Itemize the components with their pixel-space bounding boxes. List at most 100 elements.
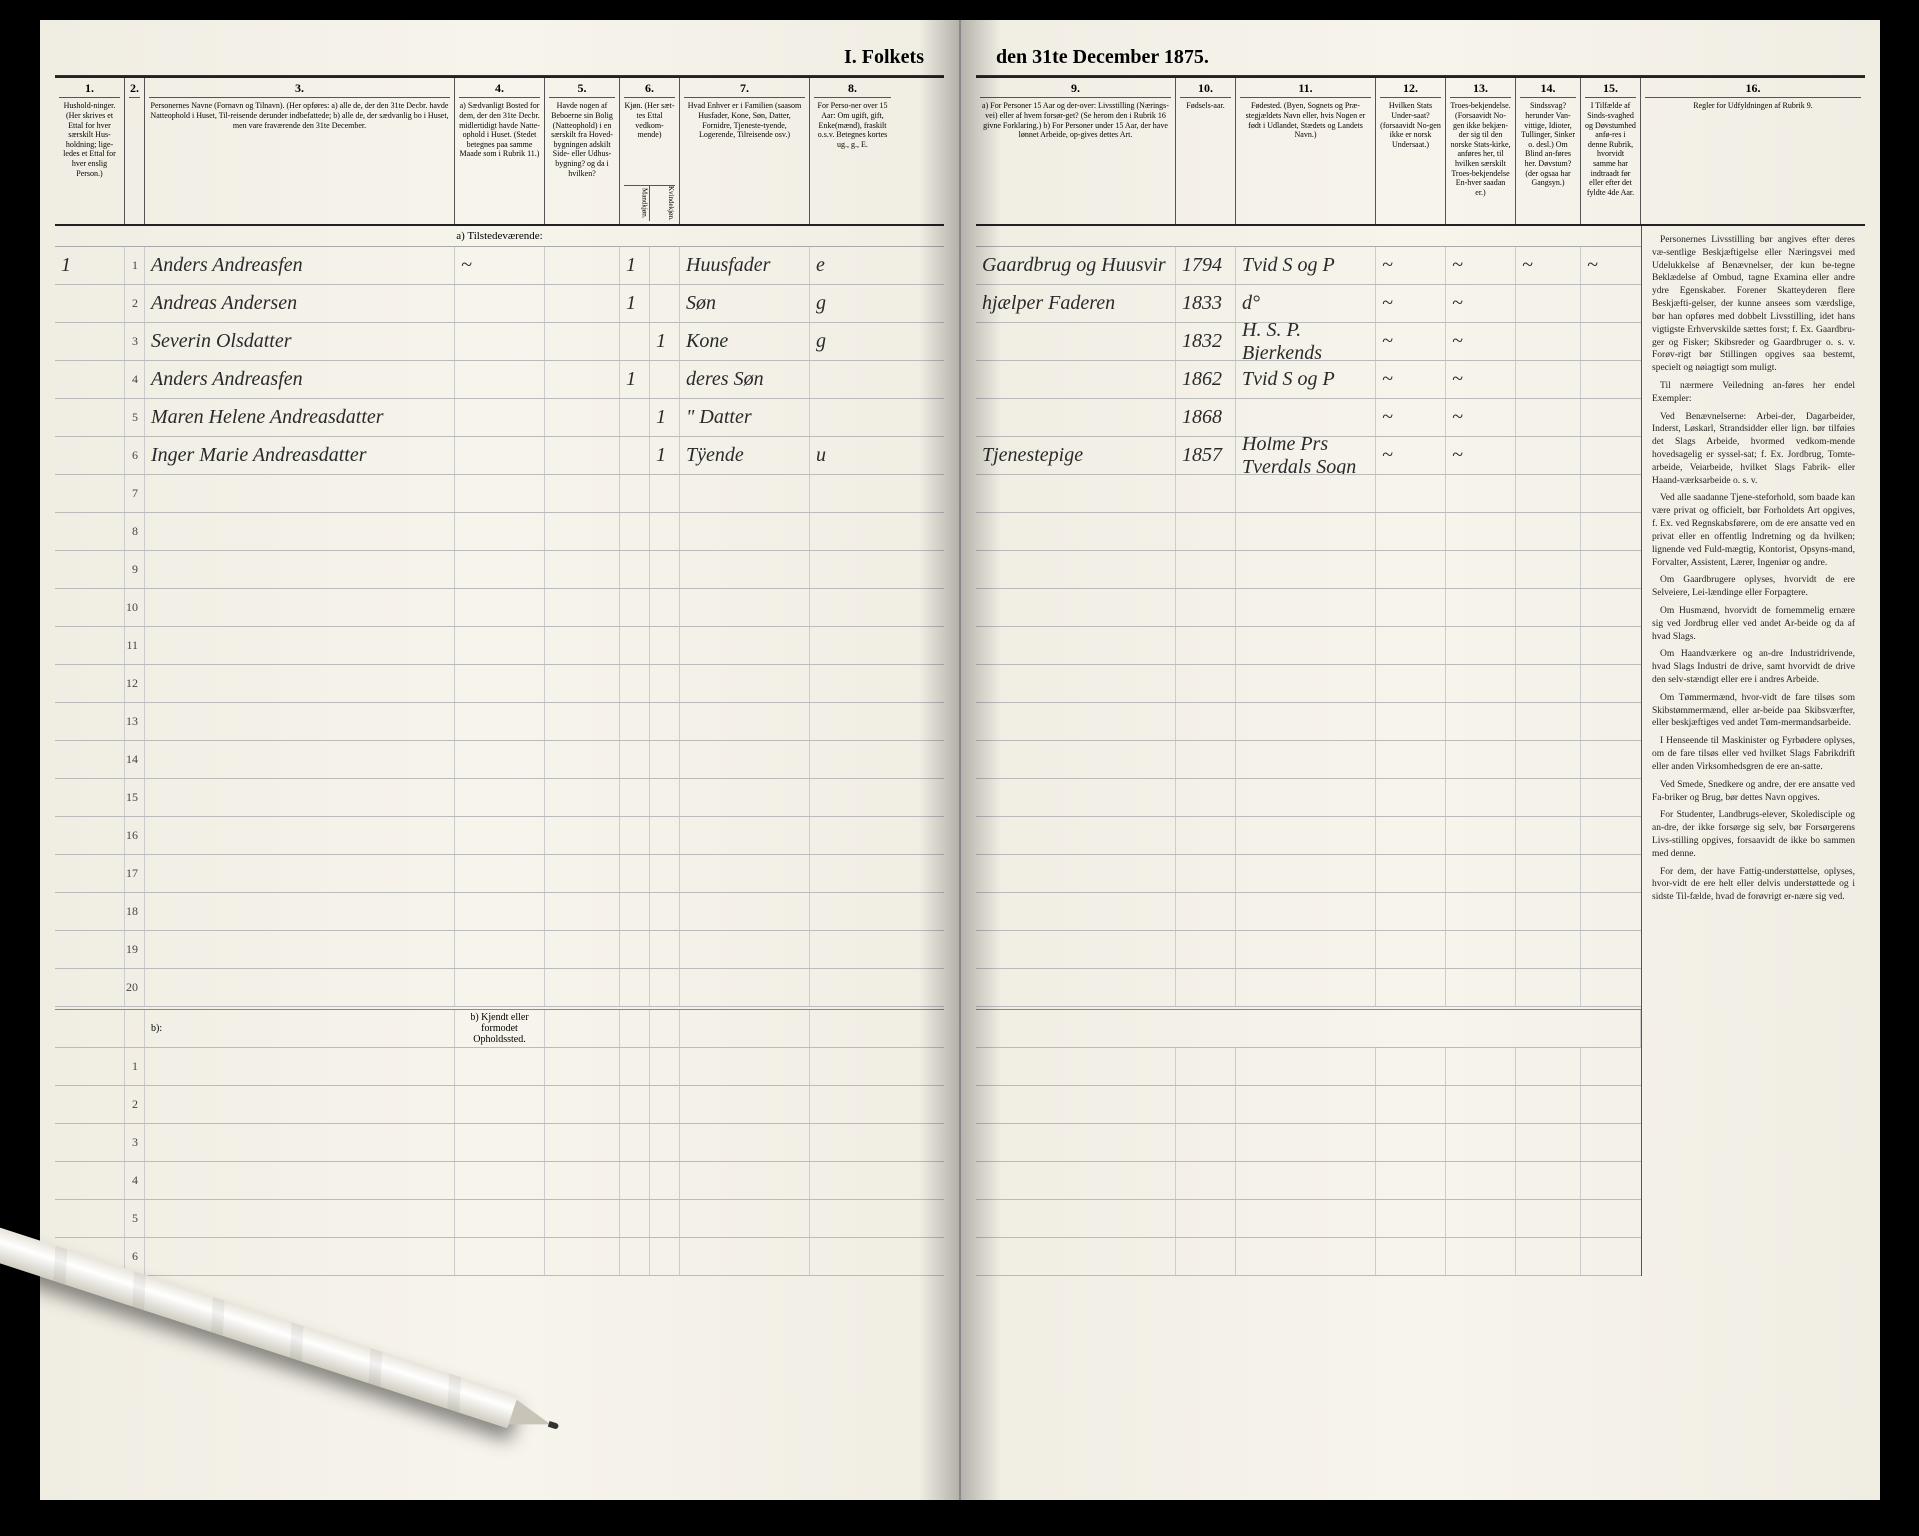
birth-year: 1794 (1176, 247, 1236, 284)
table-row-empty: 6 (55, 1238, 944, 1276)
sex-male (620, 323, 650, 360)
data-rows-section-b-right (976, 1048, 1641, 1276)
rules-paragraph: For dem, der have Fattig-understøttelse,… (1652, 866, 1855, 904)
civil-status (810, 361, 895, 398)
birth-year: 1832 (1176, 323, 1236, 360)
table-row-empty: 8 (55, 513, 944, 551)
table-row-empty (976, 741, 1641, 779)
table-row-empty (976, 931, 1641, 969)
table-row: 2Andreas Andersen1Søng (55, 285, 944, 323)
table-row-empty: 3 (55, 1124, 944, 1162)
civil-status: g (810, 285, 895, 322)
census-book-spread: I. Folkets 1.Hushold-ninger. (Her skrive… (40, 20, 1880, 1500)
sex-female: 1 (650, 323, 680, 360)
family-relation: " Datter (680, 399, 810, 436)
table-row: 6Inger Marie Andreasdatter1Tÿendeu (55, 437, 944, 475)
table-row-empty: 20 (55, 969, 944, 1007)
household-num: 1 (55, 247, 125, 284)
occupation: Gaardbrug og Huusvir (976, 247, 1176, 284)
table-row-empty (976, 969, 1641, 1007)
right-page: den 31te December 1875. 9.a) For Persone… (961, 20, 1880, 1500)
rules-paragraph: Ved Smede, Snedkere og andre, der ere an… (1652, 779, 1855, 805)
rules-column: Personernes Livsstilling bør angives eft… (1641, 226, 1865, 1276)
table-row-empty: 7 (55, 475, 944, 513)
table-row-empty (976, 551, 1641, 589)
data-rows-section-a-left: 11Anders Andreasfen~1Huusfadere2Andreas … (55, 247, 944, 1007)
table-row-empty: 16 (55, 817, 944, 855)
sex-female (650, 285, 680, 322)
birthplace: d° (1236, 285, 1376, 322)
person-name: Maren Helene Andreasdatter (145, 399, 455, 436)
table-row: 5Maren Helene Andreasdatter 1" Datter (55, 399, 944, 437)
table-row: hjælper Faderen1833d°~~ (976, 285, 1641, 323)
table-row-empty (976, 817, 1641, 855)
rules-paragraph: Om Haandværkere og an-dre Industridriven… (1652, 648, 1855, 686)
rules-paragraph: Ved Benævnelserne: Arbei-der, Dagarbeide… (1652, 411, 1855, 488)
table-row-empty (976, 513, 1641, 551)
civil-status: e (810, 247, 895, 284)
person-name: Inger Marie Andreasdatter (145, 437, 455, 474)
table-row-empty (976, 893, 1641, 931)
sex-male (620, 399, 650, 436)
occupation (976, 361, 1176, 398)
birthplace: Tvid S og P (1236, 247, 1376, 284)
household-num (55, 399, 125, 436)
birthplace: Tvid S og P (1236, 361, 1376, 398)
section-a-label: a) Tilstedeværende: (55, 226, 944, 247)
birth-year: 1868 (1176, 399, 1236, 436)
birthplace: H. S. P. Bjerkends (1236, 323, 1376, 360)
table-row-empty: 11 (55, 627, 944, 665)
household-num (55, 323, 125, 360)
household-num (55, 285, 125, 322)
page-title-left: I. Folkets (55, 40, 944, 76)
family-relation: Søn (680, 285, 810, 322)
table-row-empty: 15 (55, 779, 944, 817)
table-row-empty: 9 (55, 551, 944, 589)
birthplace: Holme Prs Tverdals Sogn (1236, 437, 1376, 474)
occupation: Tjenestepige (976, 437, 1176, 474)
sex-female (650, 247, 680, 284)
table-row-empty (976, 1238, 1641, 1276)
table-row-empty: 1 (55, 1048, 944, 1086)
person-name: Anders Andreasfen (145, 361, 455, 398)
table-row: 1868~~ (976, 399, 1641, 437)
table-row-empty (976, 855, 1641, 893)
sex-female: 1 (650, 437, 680, 474)
person-name: Anders Andreasfen (145, 247, 455, 284)
rules-paragraph: Personernes Livsstilling bør angives eft… (1652, 234, 1855, 375)
sex-female: 1 (650, 399, 680, 436)
row-num: 4 (125, 361, 145, 398)
sex-male: 1 (620, 361, 650, 398)
sex-male: 1 (620, 247, 650, 284)
civil-status: u (810, 437, 895, 474)
row-num: 2 (125, 285, 145, 322)
table-row-empty: 13 (55, 703, 944, 741)
sex-male: 1 (620, 285, 650, 322)
table-row-empty (976, 779, 1641, 817)
table-row-empty (976, 1048, 1641, 1086)
birth-year: 1857 (1176, 437, 1236, 474)
header-row-left: 1.Hushold-ninger. (Her skrives et Ettal … (55, 76, 944, 226)
birthplace (1236, 399, 1376, 436)
sex-male (620, 437, 650, 474)
civil-status (810, 399, 895, 436)
occupation (976, 323, 1176, 360)
table-row-empty: 14 (55, 741, 944, 779)
table-row-empty: 17 (55, 855, 944, 893)
table-row: Gaardbrug og Huusvir1794Tvid S og P~~~~ (976, 247, 1641, 285)
row-num: 1 (125, 247, 145, 284)
table-row-empty (976, 1086, 1641, 1124)
rules-paragraph: Om Tømmermænd, hvor-vidt de fare tilsøs … (1652, 692, 1855, 730)
table-row-empty: 18 (55, 893, 944, 931)
table-row: Tjenestepige1857Holme Prs Tverdals Sogn~… (976, 437, 1641, 475)
row-num: 5 (125, 399, 145, 436)
table-row-empty (976, 627, 1641, 665)
household-num (55, 437, 125, 474)
occupation (976, 399, 1176, 436)
rules-paragraph: For Studenter, Landbrugs-elever, Skoledi… (1652, 809, 1855, 860)
left-page: I. Folkets 1.Hushold-ninger. (Her skrive… (40, 20, 961, 1500)
table-row-empty (976, 1162, 1641, 1200)
table-row: 4Anders Andreasfen1deres Søn (55, 361, 944, 399)
rules-paragraph: Om Husmænd, hvorvidt de fornemmelig ernæ… (1652, 605, 1855, 643)
birth-year: 1862 (1176, 361, 1236, 398)
